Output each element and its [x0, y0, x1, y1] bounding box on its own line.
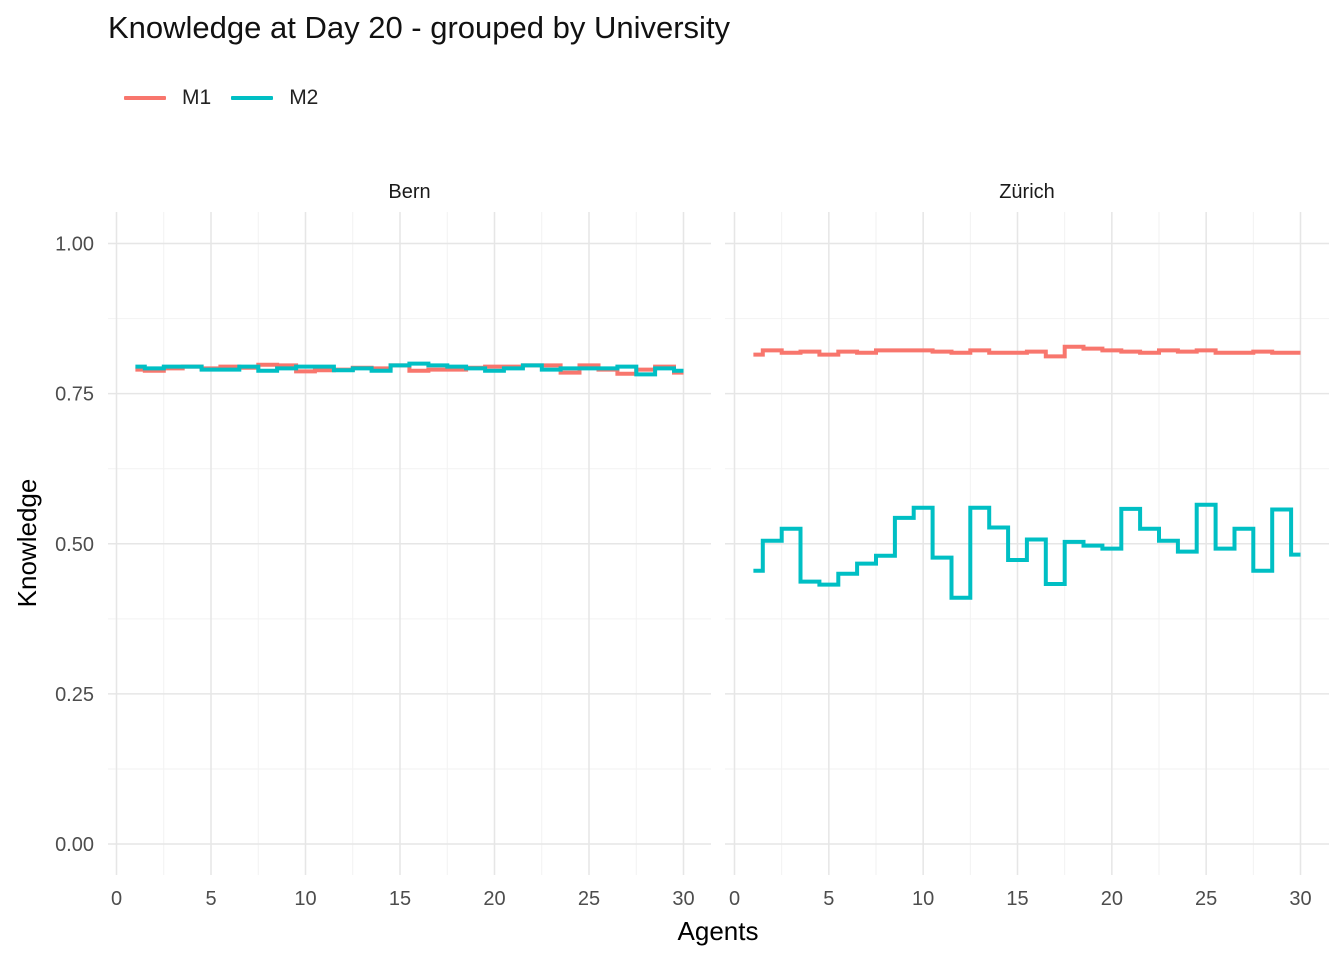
panel-1-series-m2	[135, 361, 684, 377]
panel-2-x-tick-label: 15	[1006, 888, 1028, 910]
y-tick-label: 0.00	[55, 834, 94, 856]
panel-1-x-tick-label: 30	[672, 888, 694, 910]
legend-label-m2: M2	[289, 86, 319, 109]
panel-2-series-m1	[753, 344, 1301, 359]
y-axis-title: Knowledge	[12, 479, 42, 608]
chart-title: Knowledge at Day 20 - grouped by Univers…	[108, 10, 731, 45]
legend: M1 M2	[124, 86, 338, 110]
panel-2-x-tick-label: 30	[1289, 888, 1311, 910]
y-tick-label: 1.00	[55, 234, 94, 256]
panel-2-x-tick-label: 0	[729, 888, 740, 910]
panel-2-x-tick-label: 25	[1195, 888, 1217, 910]
panel-1-strip-label: Bern	[388, 181, 430, 203]
y-tick-label: 0.50	[55, 534, 94, 556]
panel-1-x-tick-label: 0	[111, 888, 122, 910]
panel-2-x-tick-label: 5	[823, 888, 834, 910]
y-tick-label: 0.75	[55, 384, 94, 406]
legend-key-m2	[231, 96, 274, 100]
panel-1-x-tick-label: 25	[578, 888, 600, 910]
panel-2-strip-label: Zürich	[999, 181, 1055, 203]
legend-label-m1: M1	[182, 86, 212, 109]
panel-1-x-tick-label: 15	[389, 888, 411, 910]
panel-2-x-tick-label: 10	[912, 888, 934, 910]
panel-1-x-tick-label: 20	[483, 888, 505, 910]
legend-item-m1: M1	[124, 86, 211, 110]
panel-2-x-tick-label: 20	[1101, 888, 1123, 910]
legend-key-m1	[124, 96, 166, 100]
y-tick-label: 0.25	[55, 684, 94, 706]
panel-1-x-tick-label: 10	[294, 888, 316, 910]
panel-2-series-m2	[753, 502, 1301, 600]
panel-1-x-tick-label: 5	[205, 888, 216, 910]
legend-item-m2: M2	[231, 86, 318, 110]
x-axis-title: Agents	[678, 916, 759, 946]
